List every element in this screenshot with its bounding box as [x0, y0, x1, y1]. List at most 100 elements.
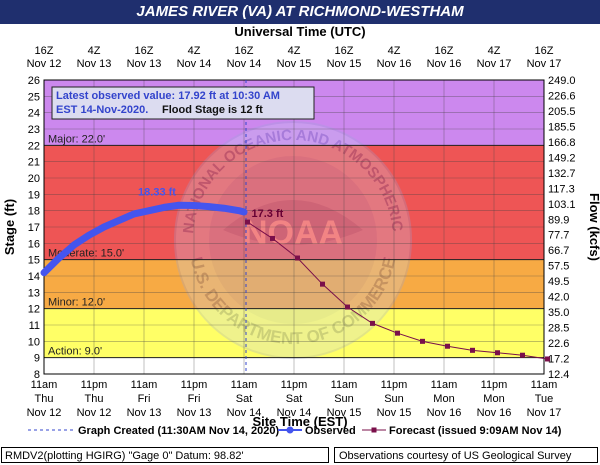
- flow-axis-title: Flow (kcfs): [587, 193, 600, 261]
- flow-tick-label: 66.7: [548, 245, 569, 257]
- stage-tick-label: 9: [34, 353, 40, 365]
- observed-point: [235, 207, 243, 214]
- utc-tick-date: Nov 14: [227, 58, 262, 70]
- stage-tick-label: 23: [28, 124, 40, 136]
- utc-tick-hour: 16Z: [35, 45, 54, 57]
- utc-axis-title: Universal Time (UTC): [234, 24, 365, 39]
- flow-tick-label: 205.5: [548, 106, 576, 118]
- site-time-tick-day: Fri: [138, 393, 151, 405]
- observed-point: [145, 207, 153, 214]
- observed-point: [115, 217, 123, 224]
- observed-point: [85, 231, 93, 239]
- stage-tick-label: 25: [28, 91, 40, 103]
- observed-point: [190, 202, 198, 209]
- info-box-background: [51, 86, 315, 120]
- site-time-tick-hour: 11am: [31, 379, 58, 391]
- stage-axis-title: Stage (ft): [2, 199, 17, 255]
- site-time-tick-day: Sun: [334, 393, 354, 405]
- forecast-point: [495, 350, 500, 356]
- legend-forecast-label: Forecast (issued 9:09AM Nov 14): [389, 425, 562, 437]
- site-time-tick-date: Nov 15: [327, 407, 362, 419]
- site-time-tick-hour: 11am: [131, 379, 158, 391]
- observed-point: [160, 204, 168, 211]
- stage-tick-label: 22: [28, 140, 40, 152]
- utc-tick-hour: 16Z: [135, 45, 154, 57]
- utc-tick-hour: 4Z: [188, 45, 201, 57]
- utc-tick-date: Nov 15: [327, 58, 362, 70]
- forecast-point: [245, 219, 250, 225]
- flow-tick-label: 149.2: [548, 152, 576, 164]
- utc-tick-date: Nov 13: [127, 58, 162, 70]
- flow-tick-label: 28.5: [548, 323, 569, 335]
- observed-point: [205, 203, 213, 210]
- utc-tick-hour: 16Z: [335, 45, 354, 57]
- flow-tick-label: 12.4: [548, 369, 569, 381]
- forecast-point: [345, 304, 350, 310]
- flow-tick-label: 103.1: [548, 199, 576, 211]
- category-label: Action: 9.0': [48, 346, 102, 358]
- page-title: JAMES RIVER (VA) AT RICHMOND-WESTHAM: [0, 0, 600, 24]
- site-time-tick-hour: 11am: [431, 379, 458, 391]
- flow-tick-label: 226.6: [548, 90, 576, 102]
- site-time-tick-date: Nov 16: [477, 407, 512, 419]
- site-time-tick-hour: 11pm: [481, 379, 508, 391]
- site-time-tick-hour: 11pm: [281, 379, 308, 391]
- utc-tick-hour: 16Z: [235, 45, 254, 57]
- flow-tick-label: 22.6: [548, 338, 569, 350]
- watermark-center-text: NOAA: [243, 214, 343, 252]
- flow-tick-label: 49.5: [548, 276, 569, 288]
- site-time-tick-day: Sat: [236, 393, 253, 405]
- utc-tick-hour: 4Z: [288, 45, 301, 57]
- utc-tick-hour: 4Z: [488, 45, 501, 57]
- legend-graph-created-label: Graph Created (11:30AM Nov 14, 2020): [78, 425, 279, 437]
- observed-point: [220, 205, 228, 212]
- flow-tick-label: 132.7: [548, 168, 576, 180]
- site-time-tick-day: Mon: [433, 393, 454, 405]
- site-time-tick-date: Nov 16: [427, 407, 462, 419]
- utc-tick-date: Nov 16: [377, 58, 412, 70]
- datum-footer: RMDV2(plotting HGIRG) "Gage 0" Datum: 98…: [1, 447, 329, 463]
- flow-tick-label: 185.5: [548, 121, 576, 133]
- site-time-tick-hour: 11pm: [381, 379, 408, 391]
- legend: Graph Created (11:30AM Nov 14, 2020) Obse…: [28, 425, 562, 437]
- forecast-point: [520, 352, 525, 358]
- utc-tick-hour: 4Z: [88, 45, 101, 57]
- forecast-point: [395, 330, 400, 336]
- latest-observation-box: Latest observed value: 17.92 ft at 10:30…: [51, 86, 315, 120]
- watermark-inner-disc: [209, 156, 377, 324]
- forecast-point: [370, 320, 375, 326]
- forecast-point: [295, 255, 300, 261]
- utc-tick-date: Nov 15: [277, 58, 312, 70]
- observed-point: [100, 223, 108, 231]
- site-time-tick-date: Nov 13: [127, 407, 162, 419]
- forecast-start-label: 17.3 ft: [252, 208, 284, 220]
- legend-forecast-marker: [371, 427, 377, 433]
- forecast-point: [320, 281, 325, 287]
- flow-tick-label: 117.3: [548, 183, 575, 195]
- forecast-point: [420, 338, 425, 344]
- flow-tick-label: 57.5: [548, 261, 569, 273]
- stage-tick-label: 21: [28, 157, 40, 169]
- observed-point: [240, 208, 248, 216]
- flow-tick-label: 77.7: [548, 230, 569, 242]
- observed-point: [40, 269, 48, 276]
- info-box-line3: Flood Stage is 12 ft: [162, 104, 263, 116]
- utc-tick-date: Nov 16: [427, 58, 462, 70]
- category-label: Major: 22.0': [48, 133, 105, 145]
- stage-tick-label: 8: [34, 369, 40, 381]
- stage-tick-label: 15: [28, 255, 40, 267]
- utc-tick-date: Nov 14: [177, 58, 212, 70]
- site-time-tick-date: Nov 12: [27, 407, 62, 419]
- site-time-tick-day: Thu: [35, 393, 54, 405]
- site-time-tick-hour: 11pm: [81, 379, 108, 391]
- forecast-point: [470, 347, 475, 353]
- site-time-tick-hour: 11am: [331, 379, 358, 391]
- watermark-gull: [223, 200, 363, 245]
- stage-tick-label: 14: [28, 271, 40, 283]
- flow-tick-label: 89.9: [548, 214, 569, 226]
- forecast-point: [445, 343, 450, 349]
- observed-point: [70, 241, 78, 249]
- stage-tick-label: 19: [28, 189, 40, 201]
